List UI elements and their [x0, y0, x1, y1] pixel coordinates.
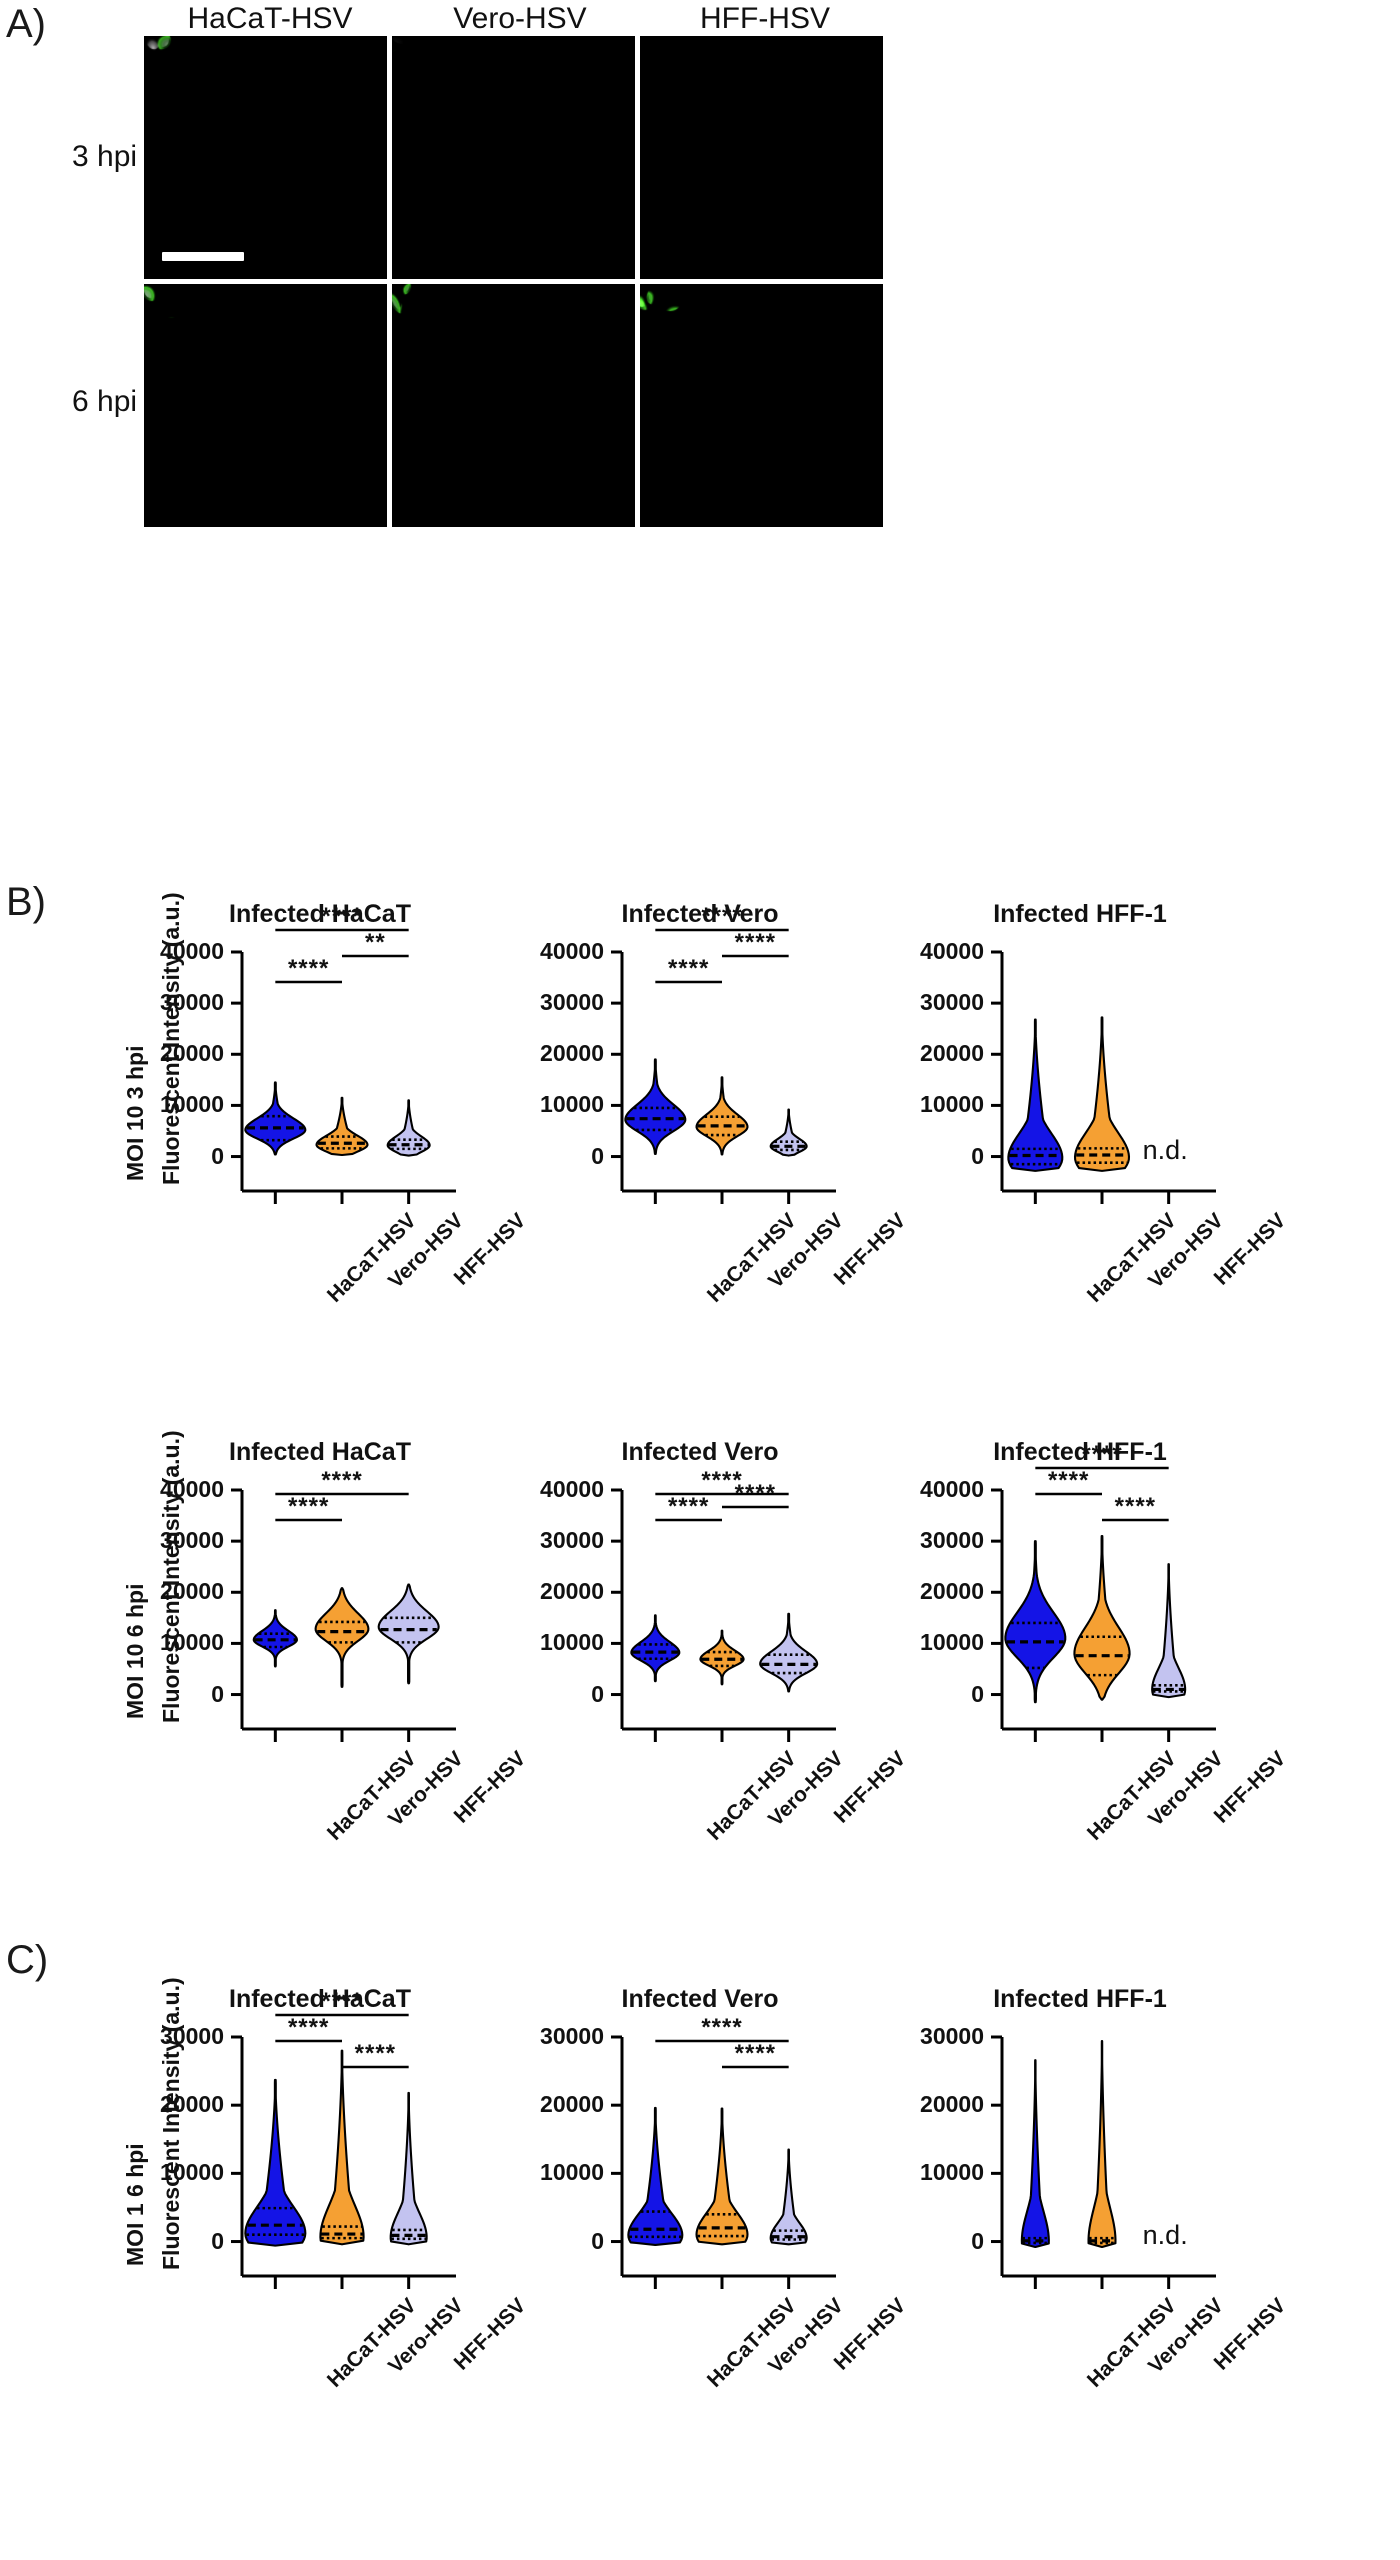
moi-row-label: MOI 10 3 hpi	[122, 1045, 148, 1181]
y-tick-label: 30000	[160, 1527, 224, 1554]
y-tick-label: 40000	[920, 938, 984, 964]
micrograph-row-label-6hpi: 6 hpi	[72, 385, 138, 418]
micrograph-vero-6hpi	[392, 284, 635, 527]
y-tick-label: 20000	[160, 1578, 224, 1605]
y-tick-label: 10000	[540, 2159, 604, 2186]
y-tick-label: 20000	[160, 1040, 224, 1067]
micrograph-hff-3hpi	[640, 36, 883, 279]
y-tick-label: 30000	[540, 989, 604, 1016]
panel-a-micrographs: A) HaCaT-HSV Vero-HSV HFF-HSV 3 hpi 6 hp…	[0, 0, 1400, 560]
y-tick-label: 0	[591, 2227, 604, 2254]
chart-title: Infected HaCaT	[229, 1985, 411, 2013]
significance-stars: ****	[1114, 1493, 1156, 1520]
chart-title: Infected Vero	[621, 1985, 779, 2013]
significance-stars: ****	[701, 2014, 743, 2041]
significance-stars: ****	[287, 2014, 330, 2041]
significance-stars: ****	[287, 1493, 330, 1520]
significance-stars: ****	[734, 2040, 776, 2067]
micrograph-vero-3hpi	[392, 36, 635, 279]
scale-bar	[162, 252, 244, 261]
violin-plot-svg	[231, 1488, 456, 1742]
moi-row-label: MOI 10 6 hpi	[122, 1583, 148, 1719]
y-tick-label: 30000	[160, 989, 224, 1016]
significance-stars: ****	[667, 955, 710, 982]
y-tick-label: 20000	[540, 1578, 604, 1605]
y-tick-label: 40000	[920, 1476, 984, 1502]
y-tick-label: 0	[591, 1680, 604, 1707]
violin-plot-svg	[231, 2013, 456, 2289]
significance-stars: ****	[667, 1493, 710, 1520]
micrograph-column-header-vero: Vero-HSV	[453, 2, 587, 35]
significance-stars: ****	[321, 1467, 363, 1494]
y-tick-label: 20000	[920, 2091, 984, 2118]
y-tick-label: 20000	[540, 1040, 604, 1067]
y-tick-label: 30000	[540, 2023, 604, 2049]
y-tick-label: 30000	[920, 2023, 984, 2049]
y-tick-label: 20000	[920, 1578, 984, 1605]
y-tick-label: 0	[971, 1680, 984, 1707]
y-tick-label: 20000	[540, 2091, 604, 2118]
y-tick-label: 0	[211, 2227, 224, 2254]
violin-plot-svg	[991, 2035, 1216, 2289]
y-tick-label: 20000	[920, 1040, 984, 1067]
y-tick-label: 30000	[160, 2023, 224, 2049]
micrograph-column-header-hacat: HaCaT-HSV	[187, 2, 353, 35]
micrograph-hacat-6hpi	[144, 284, 387, 527]
y-tick-label: 40000	[540, 938, 604, 964]
panel-a-letter: A)	[6, 2, 46, 46]
chart-title: Infected HFF-1	[993, 900, 1167, 928]
y-tick-label: 0	[971, 2227, 984, 2254]
significance-stars: **	[364, 929, 386, 956]
y-tick-label: 40000	[540, 1476, 604, 1502]
y-tick-label: 10000	[540, 1629, 604, 1656]
y-tick-label: 20000	[160, 2091, 224, 2118]
y-tick-label: 10000	[540, 1091, 604, 1118]
significance-stars: ****	[1081, 1441, 1123, 1468]
y-tick-label: 30000	[920, 1527, 984, 1554]
significance-stars: ****	[1047, 1467, 1090, 1494]
y-tick-label: 40000	[160, 1476, 224, 1502]
micrograph-row-label-3hpi: 3 hpi	[72, 140, 138, 173]
y-tick-label: 0	[971, 1142, 984, 1169]
chart-title: Infected HaCaT	[229, 900, 411, 928]
significance-stars: ****	[354, 2040, 396, 2067]
violin-plot-svg	[611, 2035, 836, 2289]
y-tick-label: 10000	[920, 1629, 984, 1656]
significance-stars: ****	[734, 929, 776, 956]
significance-stars: ****	[321, 903, 363, 930]
moi-row-label: MOI 1 6 hpi	[122, 2143, 148, 2266]
y-tick-label: 10000	[920, 1091, 984, 1118]
significance-stars: ****	[701, 1467, 743, 1494]
y-tick-label: 40000	[160, 938, 224, 964]
panel-c-letter: C)	[6, 1938, 49, 1982]
y-tick-label: 10000	[160, 1629, 224, 1656]
violin-plot-svg	[991, 1466, 1216, 1742]
chart-title: Infected Vero	[621, 900, 779, 928]
micrograph-column-header-hff: HFF-HSV	[700, 2, 830, 35]
chart-title: Infected Vero	[621, 1438, 779, 1466]
violin-plot-svg	[611, 1488, 836, 1742]
y-tick-label: 0	[591, 1142, 604, 1169]
y-tick-label: 30000	[920, 989, 984, 1016]
violin-plot-svg	[611, 928, 836, 1204]
chart-title: Infected HFF-1	[993, 1985, 1167, 2013]
micrograph-hacat-3hpi	[144, 36, 387, 279]
y-tick-label: 10000	[920, 2159, 984, 2186]
y-tick-label: 10000	[160, 2159, 224, 2186]
significance-stars: ****	[321, 1988, 363, 2015]
panel-b-letter: B)	[6, 880, 46, 924]
chart-title: Infected HaCaT	[229, 1438, 411, 1466]
violin-plot-svg	[991, 950, 1216, 1204]
significance-stars: ****	[287, 955, 330, 982]
y-tick-label: 0	[211, 1142, 224, 1169]
y-tick-label: 30000	[540, 1527, 604, 1554]
violin-plot-svg	[231, 928, 456, 1204]
y-tick-label: 0	[211, 1680, 224, 1707]
y-tick-label: 10000	[160, 1091, 224, 1118]
micrograph-hff-6hpi	[640, 284, 883, 527]
chart-title: Infected HFF-1	[993, 1438, 1167, 1466]
not-determined-label: n.d.	[1142, 1134, 1188, 1165]
significance-stars: ****	[701, 903, 743, 930]
not-determined-label: n.d.	[1142, 2219, 1188, 2250]
